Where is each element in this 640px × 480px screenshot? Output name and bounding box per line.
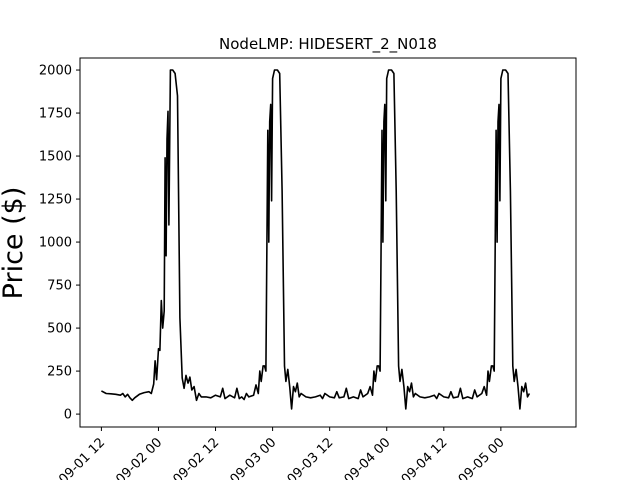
x-tick-label: 09-04 00 — [342, 435, 394, 480]
x-tick-label: 09-01 12 — [56, 435, 108, 480]
x-tick-label: 09-03 12 — [285, 435, 337, 480]
y-tick-label: 2000 — [39, 64, 72, 79]
y-tick-label: 0 — [64, 408, 72, 423]
x-axis: 09-01 12 09-02 00 09-02 12 09-03 00 09-03 12… — [56, 427, 508, 480]
y-axis: 0 250 500 750 1000 1250 1500 1750 2000 — [39, 64, 80, 423]
y-tick-label: 1000 — [39, 236, 72, 251]
x-tick-label: 09-03 00 — [227, 435, 279, 480]
y-tick-label: 250 — [47, 365, 72, 380]
y-tick-label: 1750 — [39, 107, 72, 122]
series-line — [101, 69, 531, 410]
chart-title: NodeLMP: HIDESERT_2_N018 — [219, 35, 437, 54]
y-tick-label: 1500 — [39, 150, 72, 165]
plot-frame — [79, 57, 577, 428]
y-tick-label: 500 — [47, 322, 72, 337]
y-axis-label: Price ($) — [0, 187, 29, 300]
y-tick-label: 1250 — [39, 193, 72, 208]
y-tick-label: 750 — [47, 279, 72, 294]
x-tick-label: 09-02 12 — [170, 435, 222, 480]
x-tick-label: 09-04 12 — [399, 435, 451, 480]
series-layer — [101, 69, 531, 410]
x-tick-label: 09-02 00 — [113, 435, 165, 480]
x-tick-label: 09-05 00 — [456, 435, 508, 480]
